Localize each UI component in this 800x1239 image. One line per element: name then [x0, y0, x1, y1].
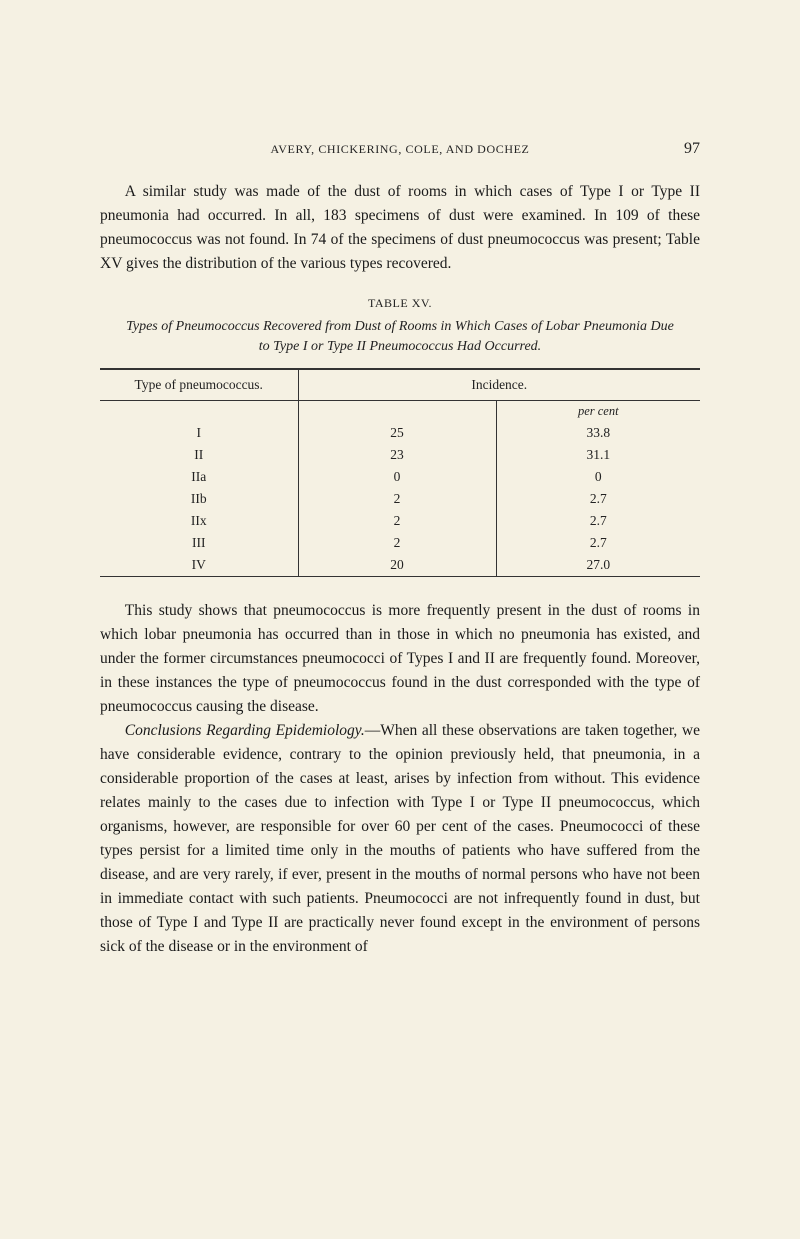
paragraph-1: A similar study was made of the dust of … — [100, 180, 700, 276]
page: AVERY, CHICKERING, COLE, AND DOCHEZ 97 A… — [0, 0, 800, 1239]
cell-pct: 2.7 — [496, 510, 700, 532]
cell-pct: 2.7 — [496, 532, 700, 554]
running-head: AVERY, CHICKERING, COLE, AND DOCHEZ — [132, 142, 668, 157]
table-row: IV 20 27.0 — [100, 554, 700, 576]
col-header-incidence: Incidence. — [298, 370, 700, 401]
cell-type: IIx — [100, 510, 298, 532]
cell-type: IIa — [100, 466, 298, 488]
cell-pct: 0 — [496, 466, 700, 488]
table-row: IIb 2 2.7 — [100, 488, 700, 510]
cell-pct: 31.1 — [496, 444, 700, 466]
table-caption: Types of Pneumococcus Recovered from Dus… — [120, 317, 680, 358]
cell-pct: 33.8 — [496, 422, 700, 444]
page-number: 97 — [668, 140, 700, 158]
cell-n: 2 — [298, 510, 496, 532]
cell-pct: 27.0 — [496, 554, 700, 576]
page-header: AVERY, CHICKERING, COLE, AND DOCHEZ 97 — [100, 140, 700, 158]
paragraph-3: Conclusions Regarding Epidemiology.—When… — [100, 719, 700, 959]
table-row: I 25 33.8 — [100, 422, 700, 444]
cell-type: III — [100, 532, 298, 554]
cell-n: 2 — [298, 488, 496, 510]
table-percent-row: per cent — [100, 400, 700, 422]
col-header-type: Type of pneumococcus. — [100, 370, 298, 401]
paragraph-3-rest: —When all these observations are taken t… — [100, 722, 700, 955]
cell-type: IV — [100, 554, 298, 576]
table-row: IIa 0 0 — [100, 466, 700, 488]
data-table: Type of pneumococcus. Incidence. per cen… — [100, 370, 700, 576]
table-row: IIx 2 2.7 — [100, 510, 700, 532]
table-bottom-rule — [100, 576, 700, 577]
cell-blank — [100, 400, 298, 422]
table-label: TABLE XV. — [100, 296, 700, 311]
cell-blank — [298, 400, 496, 422]
cell-n: 0 — [298, 466, 496, 488]
cell-n: 23 — [298, 444, 496, 466]
cell-type: IIb — [100, 488, 298, 510]
cell-pct: 2.7 — [496, 488, 700, 510]
cell-n: 2 — [298, 532, 496, 554]
cell-type: II — [100, 444, 298, 466]
table-xv: TABLE XV. Types of Pneumococcus Recovere… — [100, 296, 700, 577]
table-head-row: Type of pneumococcus. Incidence. — [100, 370, 700, 401]
cell-type: I — [100, 422, 298, 444]
paragraph-2: This study shows that pneumococcus is mo… — [100, 599, 700, 719]
paragraph-3-lead: Conclusions Regarding Epidemiology. — [125, 722, 365, 739]
cell-n: 25 — [298, 422, 496, 444]
table-row: III 2 2.7 — [100, 532, 700, 554]
cell-n: 20 — [298, 554, 496, 576]
percent-label: per cent — [496, 400, 700, 422]
table-row: II 23 31.1 — [100, 444, 700, 466]
